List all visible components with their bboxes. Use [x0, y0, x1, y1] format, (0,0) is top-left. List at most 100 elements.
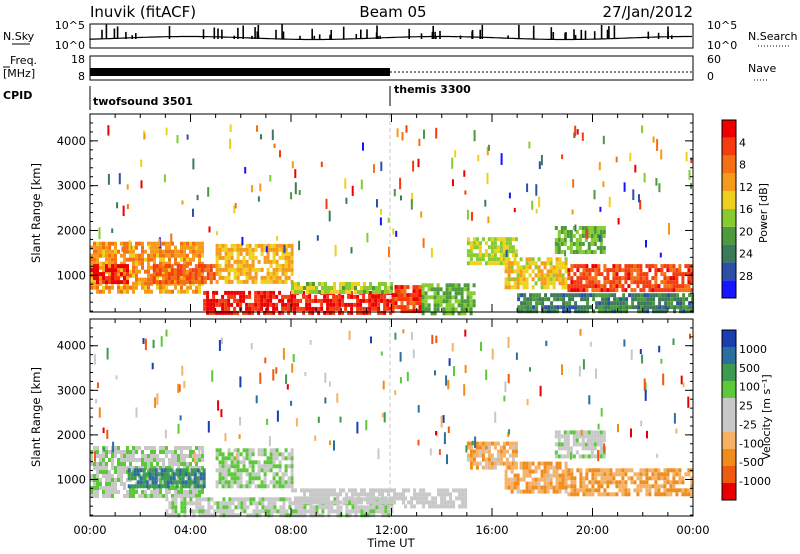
data-cell [371, 294, 375, 299]
data-cell [368, 294, 372, 299]
data-cell [285, 497, 289, 502]
data-cell [372, 509, 376, 514]
data-cell [204, 509, 208, 514]
data-cell [663, 484, 667, 489]
data-cell [263, 259, 267, 264]
data-cell [135, 277, 138, 282]
data-cell [609, 480, 613, 485]
data-cell [546, 257, 550, 262]
data-cell [348, 290, 351, 294]
echo-mark [264, 357, 267, 364]
data-cell [266, 271, 270, 276]
data-cell [648, 484, 652, 489]
data-cell [667, 305, 671, 310]
data-cell [251, 247, 255, 252]
data-cell [138, 458, 141, 462]
data-cell [558, 485, 562, 490]
echo-mark [160, 336, 163, 347]
data-cell [575, 430, 579, 435]
data-cell [93, 486, 96, 490]
data-cell [198, 253, 201, 258]
colorbar-swatch [722, 209, 736, 227]
data-cell [324, 488, 327, 493]
data-cell [156, 277, 159, 282]
data-cell [198, 446, 201, 450]
data-cell [117, 478, 120, 482]
echo-mark [217, 400, 220, 411]
data-cell [151, 484, 155, 489]
data-cell [270, 497, 274, 502]
data-cell [108, 474, 111, 478]
echo-mark [339, 416, 342, 423]
data-cell [579, 488, 583, 493]
data-cell [472, 261, 476, 266]
data-cell [254, 302, 258, 307]
data-cell [218, 263, 222, 268]
data-cell [166, 480, 170, 485]
data-cell [427, 287, 431, 292]
data-cell [475, 253, 479, 258]
echo-mark [538, 161, 541, 170]
data-cell [573, 284, 577, 289]
data-cell [560, 434, 564, 439]
data-cell [593, 250, 597, 254]
data-cell [227, 456, 231, 461]
data-cell [287, 452, 291, 457]
data-cell [511, 445, 515, 450]
data-cell [287, 476, 291, 481]
data-cell [513, 269, 517, 274]
data-cell [657, 484, 661, 489]
data-cell [393, 492, 396, 497]
data-cell [269, 271, 273, 276]
data-cell [198, 277, 201, 282]
data-cell [570, 468, 574, 473]
data-cell [475, 461, 479, 466]
data-cell [165, 285, 168, 290]
data-cell [612, 476, 616, 481]
data-cell [266, 306, 270, 311]
data-cell [123, 486, 126, 490]
data-cell [153, 458, 156, 462]
data-cell [384, 513, 388, 518]
data-cell [654, 468, 658, 473]
data-cell [657, 488, 661, 493]
data-cell [152, 272, 156, 277]
echo-mark [324, 397, 327, 404]
data-cell [666, 264, 670, 269]
data-cell [93, 285, 96, 290]
data-cell [466, 299, 470, 304]
data-cell [290, 460, 294, 465]
data-cell [221, 456, 225, 461]
data-cell [603, 264, 607, 269]
data-cell [177, 494, 180, 498]
echo-mark [320, 161, 323, 168]
colorbar-tick-label: 1000 [739, 343, 767, 356]
data-cell [584, 238, 588, 242]
data-cell [269, 460, 273, 465]
data-cell [90, 285, 93, 290]
data-cell [578, 442, 582, 447]
data-cell [603, 276, 607, 281]
data-cell [552, 489, 556, 494]
data-cell [227, 275, 231, 280]
data-cell [609, 280, 613, 285]
data-cell [636, 484, 640, 489]
data-cell [105, 261, 108, 266]
data-cell [499, 261, 503, 266]
data-cell [245, 480, 249, 485]
data-cell [242, 263, 246, 268]
data-cell [513, 461, 517, 466]
data-cell [442, 311, 446, 316]
echo-mark [464, 329, 467, 337]
data-cell [640, 301, 644, 306]
x-tick-label: 08:00 [274, 523, 307, 537]
data-cell [571, 305, 575, 310]
data-cell [514, 453, 518, 458]
data-cell [114, 264, 117, 269]
data-cell [309, 282, 312, 286]
data-cell [601, 297, 605, 302]
data-cell [475, 261, 479, 266]
data-cell [554, 434, 558, 439]
data-cell [672, 280, 676, 285]
data-cell [90, 478, 93, 482]
